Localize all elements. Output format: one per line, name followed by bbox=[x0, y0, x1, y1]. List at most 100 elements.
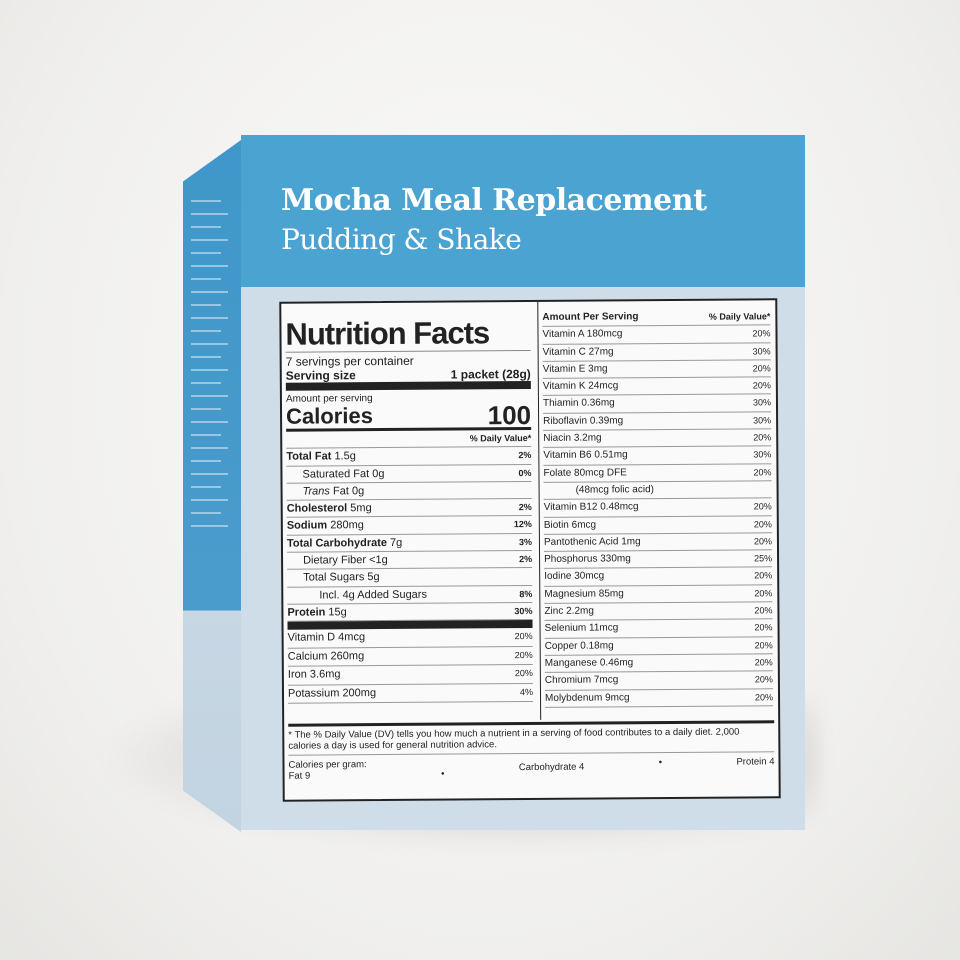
label-left-column: Nutrition Facts 7 servings per container… bbox=[285, 302, 534, 704]
micronutrient-row: Chromium 7mcg 20% bbox=[544, 671, 773, 691]
micronutrient-label: Vitamin C bbox=[542, 346, 586, 358]
side-panel-text-line bbox=[191, 408, 221, 410]
micronutrient-dv: 20% bbox=[754, 605, 773, 616]
micronutrient-name: Riboflavin 0.39mg bbox=[543, 413, 623, 430]
nutrient-label: Protein bbox=[287, 606, 326, 619]
micronutrient-name: Manganese 0.46mg bbox=[545, 655, 634, 672]
side-panel-text-line bbox=[191, 525, 228, 527]
micronutrient-row: Biotin 6mcg 20% bbox=[543, 515, 772, 535]
micronutrient-label: (48mcg folic acid) bbox=[575, 484, 654, 496]
vitamin-label: Calcium bbox=[287, 650, 328, 663]
micronutrient-label: Thiamin bbox=[542, 398, 579, 410]
nutrient-row: Total Carbohydrate 7g 3% bbox=[286, 533, 533, 553]
vitamin-row: Iron 3.6mg 20% bbox=[287, 665, 533, 686]
micronutrient-dv: 20% bbox=[754, 622, 773, 633]
micronutrient-dv: 30% bbox=[753, 415, 772, 426]
nutrient-amount: 5mg bbox=[350, 502, 372, 515]
micronutrient-row: Vitamin E 3mg 20% bbox=[542, 360, 771, 380]
micronutrient-dv: 25% bbox=[754, 553, 773, 564]
micronutrient-name: Vitamin C 27mg bbox=[543, 344, 614, 361]
micronutrient-dv: 20% bbox=[753, 518, 772, 529]
micronutrient-row: Vitamin K 24mcg 20% bbox=[542, 377, 771, 397]
vitamin-amount: 260mg bbox=[330, 649, 365, 663]
micronutrient-amount: 27mg bbox=[588, 346, 614, 358]
micronutrient-amount: 0.48mcg bbox=[600, 501, 639, 513]
side-panel-text-line bbox=[191, 473, 228, 475]
calories-per-gram-row: Calories per gram: Fat 9 • Carbohydrate 4… bbox=[288, 756, 774, 781]
nutrient-name: Total Carbohydrate 7g bbox=[287, 535, 402, 552]
nutrition-facts-heading: Nutrition Facts bbox=[285, 315, 531, 353]
nutrient-amount: 280mg bbox=[330, 519, 364, 532]
side-panel-text-line bbox=[191, 200, 221, 202]
vitamin-row: Vitamin D 4mcg 20% bbox=[287, 628, 533, 649]
right-header-left: Amount Per Serving bbox=[542, 311, 639, 323]
micronutrient-label: Vitamin E bbox=[542, 363, 586, 375]
micronutrient-name: Pantothenic Acid 1mg bbox=[544, 534, 641, 551]
micronutrient-row: Niacin 3.2mg 20% bbox=[543, 429, 772, 449]
micronutrient-amount: 1mg bbox=[621, 536, 641, 548]
micronutrient-row: Riboflavin 0.39mg 30% bbox=[543, 412, 772, 431]
nutrient-dv: 3% bbox=[518, 536, 532, 547]
box-side-panel bbox=[183, 140, 241, 832]
micronutrient-row: Vitamin A 180mcg 20% bbox=[542, 325, 771, 345]
micronutrient-row: Selenium 11mcg 20% bbox=[544, 619, 773, 639]
nutrient-dv: 2% bbox=[518, 502, 532, 513]
micronutrient-row: Vitamin B12 0.48mcg 20% bbox=[543, 498, 772, 518]
nutrient-label: Saturated Fat bbox=[302, 467, 370, 481]
nutrient-name: Total Fat 1.5g bbox=[286, 449, 356, 466]
side-panel-text-line bbox=[191, 499, 228, 501]
vitamin-dv: 20% bbox=[514, 649, 533, 660]
micronutrient-label: Pantothenic Acid bbox=[543, 536, 619, 548]
micronutrient-name: Folate 80mcg DFE bbox=[543, 465, 626, 482]
micronutrient-amount: 0.39mg bbox=[589, 415, 624, 427]
nutrient-label: Total Sugars bbox=[303, 571, 365, 584]
dv-header: % Daily Value* bbox=[286, 429, 532, 449]
micronutrient-amount: 11mcg bbox=[588, 622, 619, 634]
label-footer: * The % Daily Value (DV) tells you how m… bbox=[288, 720, 775, 782]
calories-row: Calories 100 bbox=[286, 400, 531, 430]
micronutrient-amount: 24mcg bbox=[588, 380, 619, 392]
nutrient-amount: 7g bbox=[389, 536, 403, 549]
vitamin-name: Potassium 200mg bbox=[288, 685, 376, 703]
micronutrient-label: Copper bbox=[544, 640, 578, 652]
nutrient-dv: 2% bbox=[518, 450, 532, 461]
micronutrient-row: Magnesium 85mg 20% bbox=[544, 585, 773, 604]
fat-per-gram: Fat 9 bbox=[288, 770, 311, 782]
nutrient-dv: 2% bbox=[519, 554, 533, 565]
micronutrient-row: (48mcg folic acid) bbox=[543, 481, 772, 501]
vitamin-name: Iron 3.6mg bbox=[288, 667, 341, 685]
micronutrient-label: Iodine bbox=[544, 571, 572, 583]
micronutrient-dv: 30% bbox=[752, 345, 771, 357]
micronutrient-name: Selenium 11mcg bbox=[544, 621, 619, 638]
side-panel-text-line bbox=[191, 317, 228, 319]
vitamin-amount: 3.6mg bbox=[309, 668, 341, 681]
micronutrient-dv: 20% bbox=[754, 657, 773, 668]
nutrient-row: Saturated Fat 0g 0% bbox=[286, 464, 532, 484]
nutrient-name: Sodium 280mg bbox=[287, 518, 364, 535]
side-panel-text-line bbox=[191, 356, 221, 358]
label-right-column: Amount Per Serving % Daily Value* Vitami… bbox=[537, 300, 774, 720]
micronutrient-label: Vitamin B12 bbox=[543, 501, 598, 514]
micronutrient-name: Vitamin E 3mg bbox=[543, 361, 608, 378]
side-panel-text-line bbox=[191, 239, 228, 241]
nutrient-row: Incl. 4g Added Sugars 8% bbox=[287, 585, 533, 605]
nutrient-name: Dietary Fiber <1g bbox=[303, 552, 388, 569]
nutrient-row: Sodium 280mg 12% bbox=[286, 516, 532, 536]
nutrition-facts-label: Nutrition Facts 7 servings per container… bbox=[279, 298, 781, 802]
nutrient-name: Incl. 4g Added Sugars bbox=[319, 586, 427, 603]
micronutrient-name: (48mcg folic acid) bbox=[576, 482, 654, 499]
micronutrient-dv: 20% bbox=[753, 466, 772, 478]
micronutrient-label: Chromium bbox=[544, 674, 592, 687]
cal-per-gram-label: Calories per gram: bbox=[288, 759, 367, 771]
micronutrient-amount: 0.36mg bbox=[581, 397, 615, 410]
vitamin-label: Potassium bbox=[287, 687, 340, 700]
micronutrient-dv: 30% bbox=[752, 397, 772, 408]
side-panel-text-line bbox=[191, 252, 221, 254]
micronutrient-row: Vitamin B6 0.51mg 30% bbox=[543, 446, 772, 466]
vitamin-label: Vitamin D bbox=[287, 631, 336, 644]
micronutrient-name: Zinc 2.2mg bbox=[544, 604, 594, 621]
vitamin-name: Vitamin D 4mcg bbox=[288, 629, 366, 647]
micronutrient-amount: 2.2mg bbox=[566, 605, 594, 617]
micronutrient-row: Vitamin C 27mg 30% bbox=[542, 342, 771, 362]
micronutrient-name: Copper 0.18mg bbox=[545, 638, 614, 655]
